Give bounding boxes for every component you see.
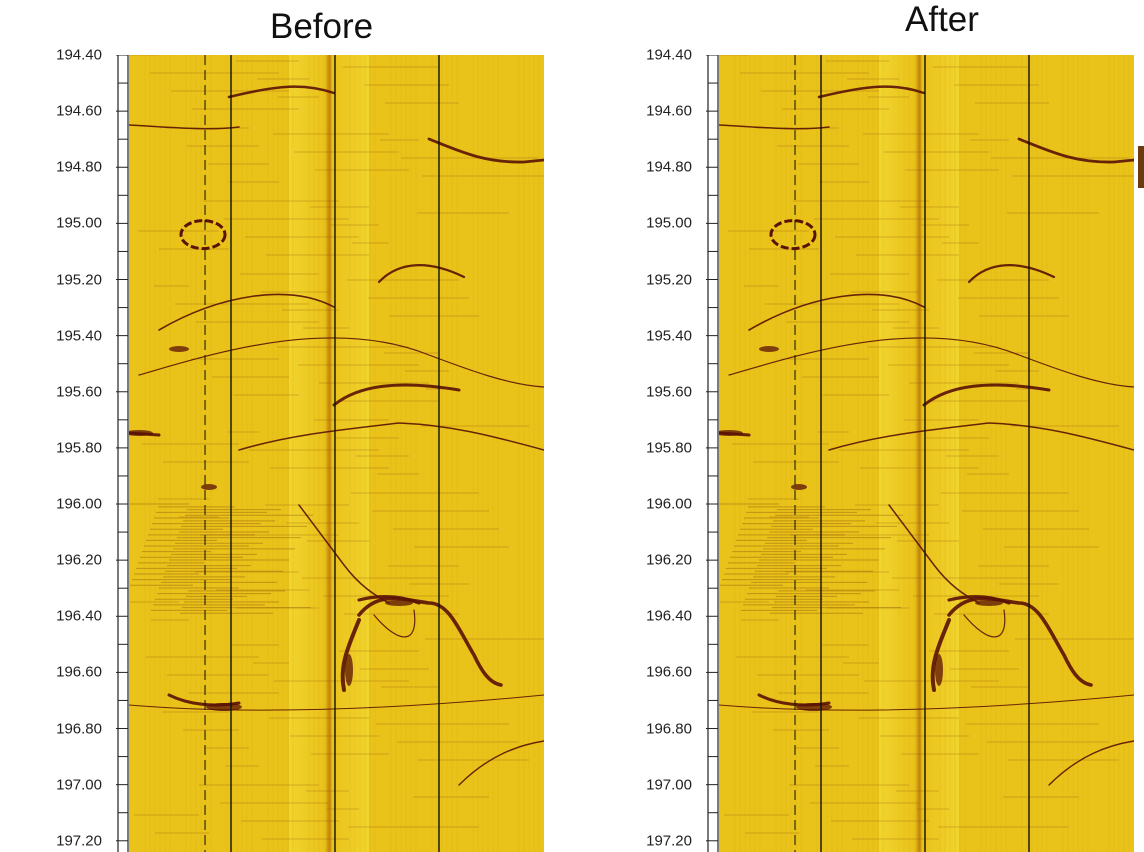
fracture-trace (719, 694, 1134, 711)
fracture-trace (1048, 740, 1134, 786)
depth-label: 196.80 (646, 720, 692, 738)
borehole-image-svg-after (719, 55, 1134, 852)
depth-label: 194.80 (56, 158, 102, 176)
fracture-trace (340, 618, 361, 692)
fracture-trace (227, 85, 336, 99)
depth-axis-ticks-after (706, 54, 719, 852)
depth-label: 196.00 (56, 495, 102, 513)
dark-spot (759, 346, 779, 352)
depth-label: 197.00 (646, 776, 692, 794)
depth-track-before: 194.40 194.60 194.80 195.00 195.20 195.40 195.… (12, 48, 130, 852)
vertical-dark-band (289, 55, 369, 852)
depth-label: 195.40 (646, 327, 692, 345)
fracture-trace (967, 264, 1056, 284)
ring-feature (769, 219, 817, 251)
dark-spot (345, 654, 353, 686)
partial-edge-mark (1138, 146, 1144, 188)
depth-label: 195.00 (646, 214, 692, 232)
depth-label: 196.60 (646, 663, 692, 681)
fracture-trace (129, 124, 240, 130)
dark-spot (385, 600, 413, 606)
depth-label: 197.20 (646, 832, 692, 850)
depth-label: 195.80 (56, 439, 102, 457)
depth-label: 197.00 (56, 776, 102, 794)
depth-label: 194.40 (56, 46, 102, 64)
dark-spot (975, 600, 1003, 606)
fracture-trace (930, 618, 951, 692)
fracture-trace (377, 264, 466, 284)
depth-label: 195.80 (646, 439, 692, 457)
depth-label: 196.40 (56, 607, 102, 625)
fracture-trace (719, 124, 830, 130)
panel-title-before: Before (270, 7, 374, 46)
fracture-trace (158, 293, 335, 331)
depth-label: 195.00 (56, 214, 102, 232)
dark-spot (169, 346, 189, 352)
fracture-trace (828, 422, 1134, 451)
fracture-trace (922, 383, 1051, 407)
dark-spot (201, 484, 217, 490)
panel-title-after: After (905, 0, 979, 39)
vertical-dark-band (879, 55, 959, 852)
dark-spot (719, 430, 743, 436)
fracture-trace (728, 337, 1134, 388)
fracture-trace (332, 383, 461, 407)
dark-spot (935, 654, 943, 686)
fracture-trace (298, 504, 390, 604)
fracture-trace (947, 596, 1093, 687)
borehole-image-svg-before (129, 55, 544, 852)
fracture-trace (888, 504, 980, 604)
ring-feature (179, 219, 227, 251)
fracture-trace (1017, 137, 1134, 164)
depth-label: 195.20 (646, 271, 692, 288)
fracture-trace (748, 293, 925, 331)
borehole-image-before (129, 55, 544, 852)
dark-spot (796, 703, 832, 711)
depth-label: 196.80 (56, 720, 102, 738)
fracture-trace (427, 137, 544, 164)
fracture-trace (963, 609, 1006, 638)
depth-label: 194.40 (646, 46, 692, 64)
depth-label: 195.60 (646, 383, 692, 401)
depth-label: 194.60 (646, 102, 692, 120)
depth-label: 194.60 (56, 102, 102, 120)
fracture-trace (238, 422, 544, 451)
depth-label: 196.60 (56, 663, 102, 681)
dark-spot (791, 484, 807, 490)
depth-label: 197.20 (56, 832, 102, 850)
fracture-trace (357, 596, 503, 687)
depth-track-after: 194.40 194.60 194.80 195.00 195.20 195.40 195.… (602, 48, 720, 852)
fracture-trace (817, 85, 926, 99)
fracture-trace (373, 609, 416, 638)
depth-label: 195.20 (56, 271, 102, 288)
depth-label: 194.80 (646, 158, 692, 176)
depth-label: 196.40 (646, 607, 692, 625)
depth-label: 195.60 (56, 383, 102, 401)
depth-axis-ticks-before (116, 54, 129, 852)
fracture-trace (129, 694, 544, 711)
depth-label: 196.20 (646, 551, 692, 569)
depth-label: 196.00 (646, 495, 692, 513)
fracture-trace (458, 740, 544, 786)
fracture-trace (138, 337, 544, 388)
dark-spot (129, 430, 153, 436)
dark-spot (206, 703, 242, 711)
depth-label: 195.40 (56, 327, 102, 345)
borehole-image-after (719, 55, 1134, 852)
depth-label: 196.20 (56, 551, 102, 569)
